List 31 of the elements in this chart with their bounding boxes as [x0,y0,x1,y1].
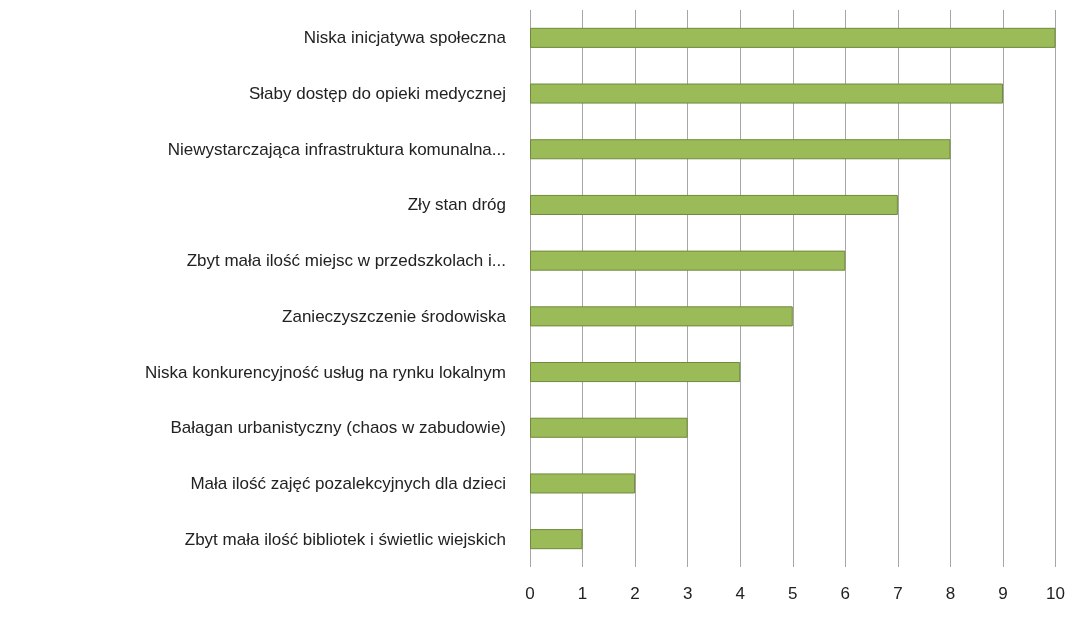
y-tick-label: Zanieczyszczenie środowiska [282,306,507,326]
x-tick-label: 5 [788,584,798,603]
x-tick-label: 3 [682,584,693,603]
y-tick-label: Słaby dostęp do opieki medycznej [248,84,506,104]
y-tick-label: Mała ilość zajęć pozalekcyjnych dla dzieci [190,473,506,493]
bar [530,250,846,271]
x-tick-label: 9 [998,584,1008,603]
y-tick-label: Zły stan dróg [407,195,506,215]
x-tick-label: 7 [893,584,903,603]
bar [530,473,636,494]
x-tick-label: 8 [945,584,956,603]
bar [530,194,898,215]
bar [530,83,1003,104]
bar [530,27,1056,48]
x-tick-label: 10 [1046,584,1066,603]
y-tick-label: Niska konkurencyjność usług na rynku lokalnym [145,362,506,382]
y-tick-label: Niewystarczająca infrastruktura komunalna... [167,139,506,159]
y-tick-label: Zbyt mała ilość bibliotek i świetlic wiejskich [184,529,506,549]
bar [530,139,951,160]
y-tick-label: Bałagan urbanistyczny (chaos w zabudowie) [170,418,506,438]
x-tick-label: 1 [577,584,588,603]
bar [530,306,793,327]
y-tick-label: Niska inicjatywa społeczna [303,28,507,48]
x-tick-label: 6 [840,584,851,603]
x-tick-label: 2 [630,584,640,603]
bar [530,362,741,383]
bar [530,417,688,438]
y-tick-label: Zbyt mała ilość miejsc w przedszkolach i... [186,251,506,271]
bar [530,529,583,550]
x-tick-label: 0 [525,584,535,603]
x-tick-label: 4 [735,584,745,603]
